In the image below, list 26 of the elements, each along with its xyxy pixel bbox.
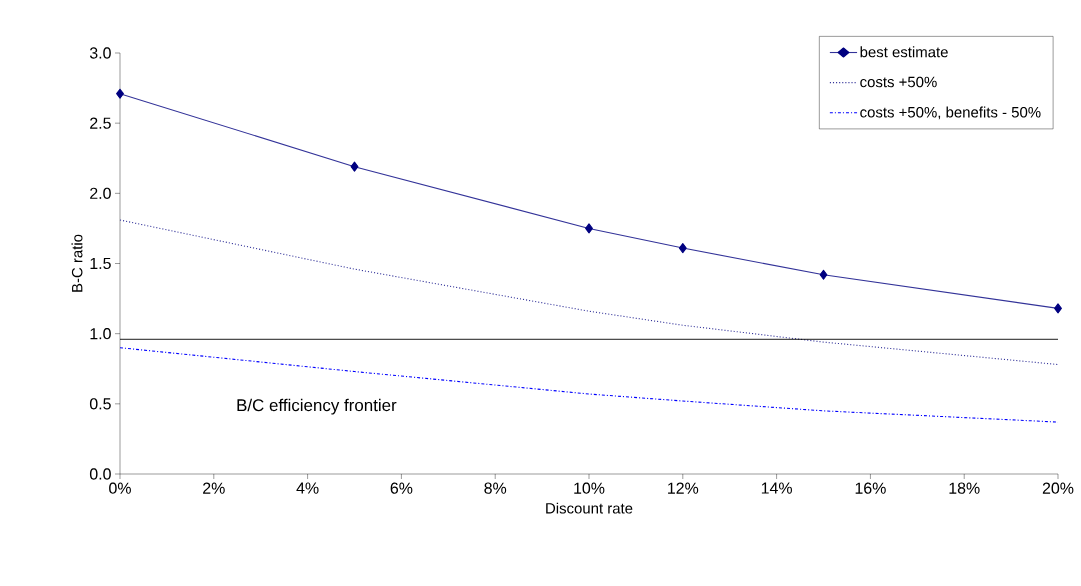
- y-tick-label: 2.5: [90, 117, 111, 129]
- legend-label: costs +50%: [860, 76, 937, 88]
- x-tick-label: 12%: [668, 482, 699, 494]
- legend-label: costs +50%, benefits - 50%: [860, 106, 1041, 120]
- x-tick-label: 16%: [855, 482, 886, 494]
- y-tick-label: 3.0: [89, 47, 111, 59]
- y-tick-label: 0.0: [89, 468, 111, 480]
- annotation: B/C efficiency frontier: [237, 398, 397, 415]
- y-tick-label: 1.5: [90, 257, 111, 270]
- x-tick-label: 8%: [484, 482, 507, 494]
- x-axis-title: Discount rate: [546, 502, 633, 514]
- x-tick-label: 20%: [1042, 482, 1074, 494]
- x-tick-label: 6%: [390, 482, 413, 494]
- x-tick-label: 18%: [949, 482, 980, 494]
- y-tick-label: 1.0: [90, 328, 111, 340]
- x-tick-label: 10%: [574, 482, 605, 494]
- y-tick-label: 2.0: [90, 187, 111, 199]
- x-tick-label: 14%: [761, 482, 792, 494]
- line-series: [119, 219, 1059, 366]
- y-tick-label: 0.5: [89, 398, 111, 410]
- x-tick-label: 0%: [109, 482, 131, 494]
- y-axis-title: B-C ratio: [71, 234, 83, 292]
- x-tick-label: 2%: [203, 482, 225, 494]
- x-tick-label: 4%: [296, 482, 319, 494]
- line-series: [119, 347, 1059, 423]
- legend-label: best estimate: [860, 46, 948, 58]
